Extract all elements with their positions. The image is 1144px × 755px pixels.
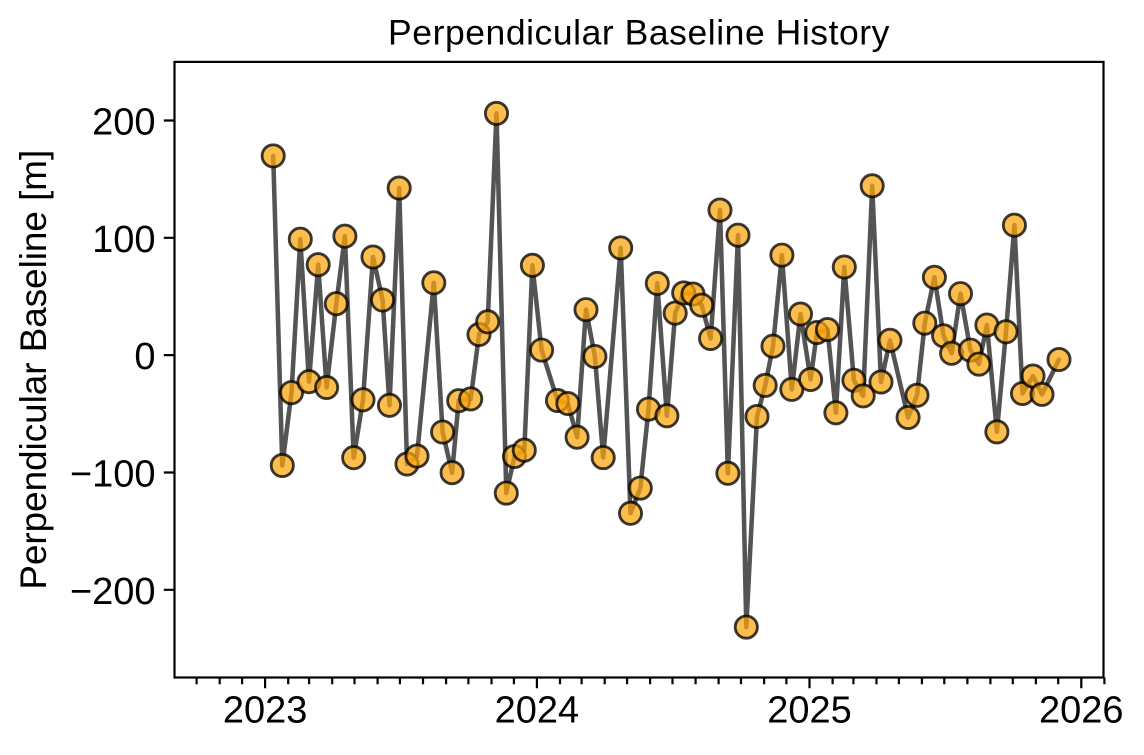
svg-text:2025: 2025 bbox=[767, 690, 852, 732]
svg-text:0: 0 bbox=[134, 336, 155, 378]
svg-text:2024: 2024 bbox=[495, 690, 580, 732]
svg-text:−100: −100 bbox=[70, 454, 156, 496]
svg-text:Perpendicular Baseline History: Perpendicular Baseline History bbox=[388, 12, 890, 52]
svg-text:2023: 2023 bbox=[223, 690, 308, 732]
svg-text:2026: 2026 bbox=[1039, 690, 1124, 732]
svg-text:100: 100 bbox=[92, 219, 155, 261]
svg-text:−200: −200 bbox=[70, 571, 156, 613]
svg-text:Perpendicular Baseline [m]: Perpendicular Baseline [m] bbox=[13, 150, 54, 590]
svg-text:200: 200 bbox=[92, 102, 155, 144]
